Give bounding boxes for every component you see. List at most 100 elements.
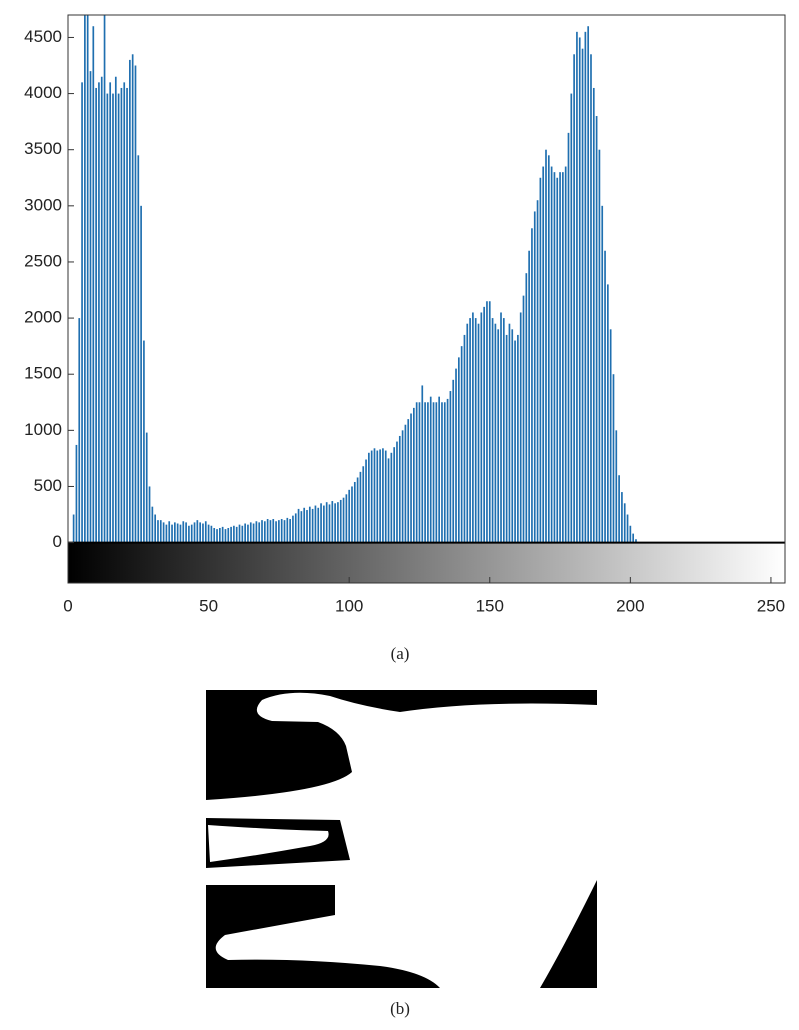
bar bbox=[140, 206, 142, 543]
bar bbox=[495, 324, 497, 543]
bar bbox=[247, 525, 249, 543]
bar bbox=[469, 318, 471, 543]
bar bbox=[177, 524, 179, 543]
bar bbox=[261, 520, 263, 542]
y-tick-label: 2000 bbox=[24, 308, 62, 327]
bar bbox=[227, 528, 229, 543]
bar bbox=[556, 178, 558, 543]
bar bbox=[334, 503, 336, 542]
bar bbox=[143, 341, 145, 543]
bar bbox=[267, 519, 269, 543]
bar bbox=[486, 301, 488, 542]
bar bbox=[323, 506, 325, 543]
bar bbox=[188, 526, 190, 543]
bar bbox=[393, 447, 395, 542]
bar bbox=[107, 94, 109, 543]
y-tick-label: 500 bbox=[34, 476, 62, 495]
y-tick-label: 0 bbox=[53, 532, 62, 551]
bar bbox=[419, 402, 421, 542]
bar bbox=[286, 518, 288, 543]
bar bbox=[590, 54, 592, 542]
bar bbox=[185, 522, 187, 542]
bar bbox=[632, 534, 634, 543]
bar bbox=[382, 448, 384, 542]
bar bbox=[87, 15, 89, 543]
bar bbox=[123, 82, 125, 542]
bar bbox=[174, 522, 176, 542]
bar bbox=[430, 397, 432, 543]
y-tick-label: 1000 bbox=[24, 420, 62, 439]
bar bbox=[452, 380, 454, 543]
bar bbox=[348, 490, 350, 543]
bar bbox=[292, 516, 294, 543]
bar bbox=[630, 526, 632, 543]
bar bbox=[171, 525, 173, 543]
bar bbox=[610, 329, 612, 542]
bar bbox=[562, 172, 564, 542]
bar bbox=[582, 49, 584, 543]
bar bbox=[483, 307, 485, 543]
bar bbox=[154, 515, 156, 543]
bar bbox=[163, 522, 165, 542]
bar bbox=[295, 513, 297, 542]
bar bbox=[458, 357, 460, 542]
bar bbox=[208, 525, 210, 543]
bar bbox=[601, 206, 603, 543]
bar bbox=[272, 519, 274, 543]
bar bbox=[118, 94, 120, 543]
bar bbox=[500, 312, 502, 542]
bar bbox=[211, 526, 213, 543]
bar bbox=[478, 324, 480, 543]
bar bbox=[73, 515, 75, 543]
bar bbox=[250, 522, 252, 542]
bar bbox=[312, 509, 314, 543]
bar bbox=[379, 449, 381, 542]
bar bbox=[317, 508, 319, 543]
bar bbox=[585, 32, 587, 543]
bar bbox=[472, 312, 474, 542]
bar bbox=[126, 88, 128, 543]
bar bbox=[455, 369, 457, 543]
bar bbox=[258, 522, 260, 542]
bar bbox=[517, 335, 519, 543]
bar bbox=[199, 522, 201, 542]
bar bbox=[233, 526, 235, 543]
bar bbox=[301, 511, 303, 542]
bar bbox=[424, 402, 426, 542]
bar bbox=[196, 520, 198, 542]
bar bbox=[78, 318, 80, 543]
bar bbox=[337, 502, 339, 542]
bar bbox=[241, 526, 243, 543]
bar bbox=[542, 167, 544, 543]
bar bbox=[329, 504, 331, 542]
bar bbox=[326, 502, 328, 542]
bar bbox=[520, 312, 522, 542]
y-tick-label: 3500 bbox=[24, 139, 62, 158]
binary-image bbox=[206, 690, 597, 988]
bar bbox=[320, 503, 322, 542]
bar bbox=[444, 402, 446, 542]
caption: (b) bbox=[390, 999, 410, 1018]
x-tick-label: 150 bbox=[476, 596, 504, 615]
caption: (a) bbox=[391, 644, 410, 663]
bar bbox=[391, 453, 393, 543]
bar bbox=[402, 430, 404, 542]
bar bbox=[244, 524, 246, 543]
bar bbox=[593, 88, 595, 543]
bar bbox=[160, 520, 162, 542]
bar bbox=[278, 520, 280, 542]
bar bbox=[441, 402, 443, 542]
bar bbox=[81, 82, 83, 542]
bar bbox=[545, 150, 547, 543]
bar bbox=[568, 133, 570, 543]
plot-background bbox=[68, 15, 785, 583]
bar bbox=[152, 507, 154, 543]
bar bbox=[109, 82, 111, 542]
bar bbox=[618, 475, 620, 542]
y-tick-label: 2500 bbox=[24, 251, 62, 270]
bar bbox=[576, 32, 578, 543]
bar bbox=[433, 402, 435, 542]
y-tick-label: 3000 bbox=[24, 195, 62, 214]
bar bbox=[303, 508, 305, 543]
x-tick-label: 0 bbox=[63, 596, 72, 615]
